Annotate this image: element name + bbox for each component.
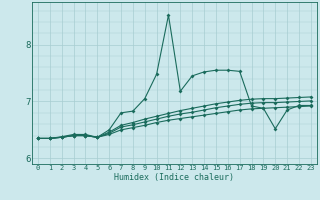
X-axis label: Humidex (Indice chaleur): Humidex (Indice chaleur) [115,173,234,182]
